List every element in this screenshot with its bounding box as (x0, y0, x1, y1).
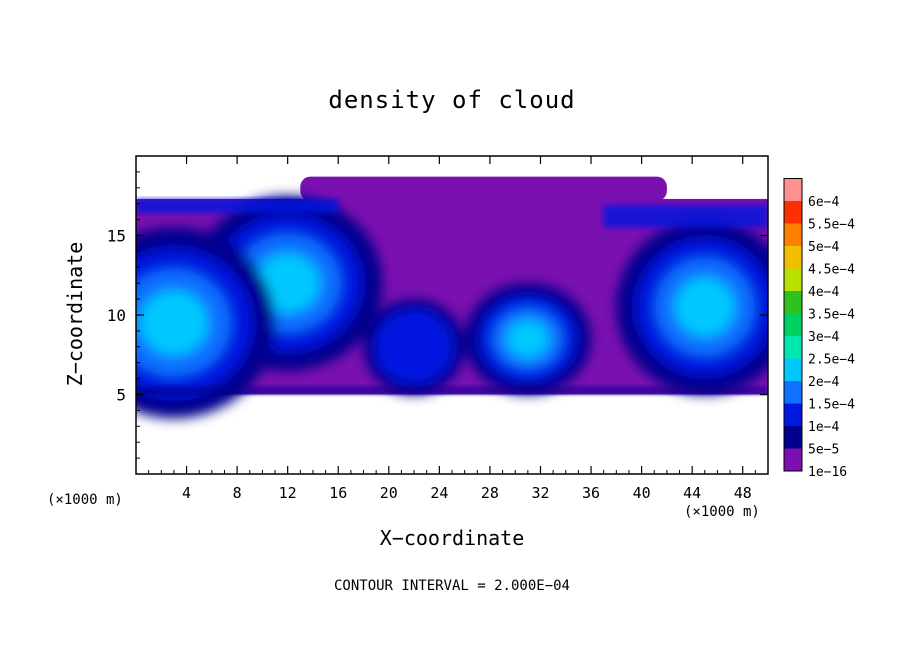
colorbar-label: 2e−4 (808, 375, 839, 390)
x-unit-note-right: (×1000 m) (684, 504, 760, 520)
x-tick-label: 48 (734, 484, 752, 502)
colorbar-swatch (784, 246, 802, 269)
chart-title: density of cloud (328, 86, 576, 114)
colorbar-label: 1.5e−4 (808, 398, 855, 413)
x-tick-label: 44 (683, 484, 701, 502)
cloud-overshoot (300, 176, 667, 201)
colorbar-swatch (784, 313, 802, 336)
colorbar-label: 1e−16 (808, 465, 847, 480)
x-tick-label: 20 (380, 484, 398, 502)
colorbar-label: 2.5e−4 (808, 353, 855, 368)
y-axis-label: Z−coordinate (63, 241, 87, 387)
x-tick-label: 24 (430, 484, 448, 502)
density-core (374, 309, 454, 385)
colorbar-label: 6e−4 (808, 195, 839, 210)
colorbar-swatch (784, 336, 802, 359)
x-unit-note-left: (×1000 m) (47, 492, 123, 508)
colorbar-swatch (784, 448, 802, 471)
x-axis-label: X−coordinate (379, 526, 525, 550)
density-core (255, 253, 320, 313)
colorbar-label: 3e−4 (808, 330, 839, 345)
density-cores (136, 195, 768, 419)
density-core (139, 290, 209, 356)
colorbar-label: 4.5e−4 (808, 263, 855, 278)
upper-band-right (603, 205, 768, 228)
density-core (674, 277, 735, 337)
x-tick-label: 8 (233, 484, 242, 502)
colorbar-frame (783, 178, 803, 472)
colorbar-swatch (784, 426, 802, 449)
colorbar-swatch (784, 178, 802, 201)
upper-band-left (136, 198, 339, 214)
density-core (506, 319, 550, 358)
contour-interval-note: CONTOUR INTERVAL = 2.000E−04 (333, 578, 570, 594)
colorbar-swatch (784, 403, 802, 426)
colorbar-swatch (784, 268, 802, 291)
x-tick-label: 4 (182, 484, 191, 502)
colorbar-swatch (784, 201, 802, 224)
y-tick-label: 15 (107, 227, 126, 246)
colorbar-label: 5e−4 (808, 240, 839, 255)
x-tick-label: 12 (279, 484, 297, 502)
x-tick-label: 36 (582, 484, 600, 502)
colorbar-label: 1e−4 (808, 420, 839, 435)
base-band (136, 386, 768, 395)
x-tick-label: 28 (481, 484, 499, 502)
colorbar-label: 5.5e−4 (808, 218, 855, 233)
colorbar-label: 5e−5 (808, 443, 839, 458)
colorbar-swatch (784, 223, 802, 246)
x-tick-label: 40 (633, 484, 651, 502)
colorbar-swatch (784, 358, 802, 381)
plot-frame (135, 155, 769, 475)
y-tick-label: 10 (107, 306, 126, 325)
colorbar-swatch (784, 381, 802, 404)
x-tick-label: 16 (329, 484, 347, 502)
colorbar-swatch (784, 291, 802, 314)
colorbar-label: 4e−4 (808, 285, 839, 300)
colorbar-label: 3.5e−4 (808, 308, 855, 323)
x-tick-label: 32 (531, 484, 549, 502)
y-tick-label: 5 (116, 386, 126, 405)
